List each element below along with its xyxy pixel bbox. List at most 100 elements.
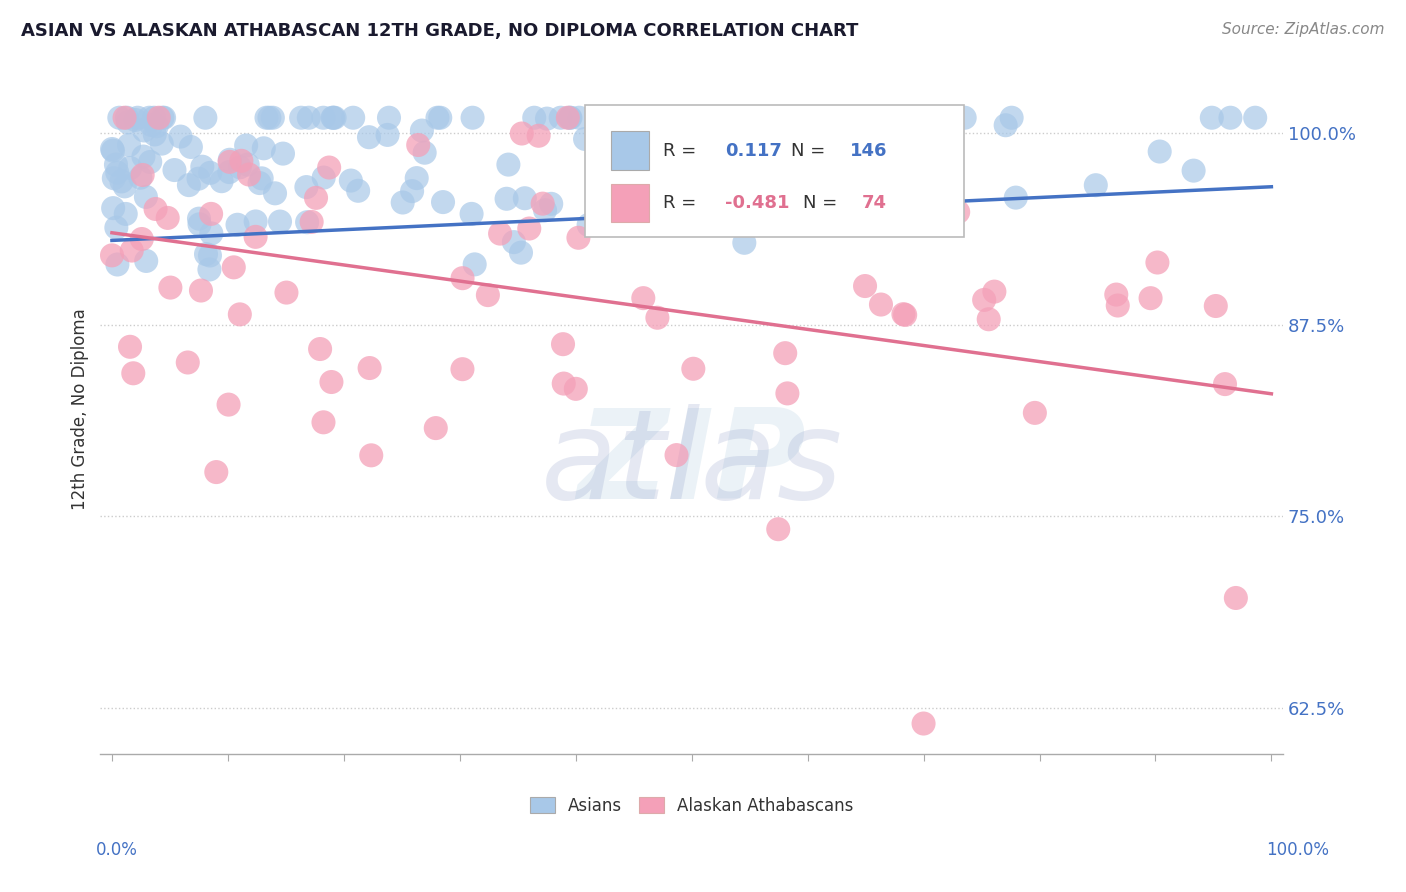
Point [893, 307, 915, 321]
Point [1084, 178, 1107, 193]
Point [406, 138, 429, 153]
Point [101, 144, 124, 158]
Point [104, 158, 127, 172]
Point [773, 346, 796, 360]
Point [616, 178, 638, 193]
Point [342, 111, 364, 125]
Point [200, 207, 222, 221]
Point [1182, 163, 1205, 178]
Text: -0.481: -0.481 [724, 194, 789, 212]
Point [665, 448, 688, 462]
Point [211, 174, 233, 188]
Point [1052, 793, 1074, 807]
Point [432, 195, 454, 210]
Point [644, 111, 666, 125]
Point [218, 398, 240, 412]
Point [259, 111, 281, 125]
Point [378, 111, 401, 125]
Point [163, 163, 186, 178]
Point [568, 111, 591, 125]
Point [651, 132, 673, 146]
Point [621, 162, 644, 177]
Point [489, 227, 512, 241]
FancyBboxPatch shape [585, 105, 963, 236]
Text: N =: N = [792, 142, 831, 160]
Point [122, 366, 145, 380]
Point [121, 244, 143, 258]
Point [218, 165, 240, 179]
Point [713, 181, 735, 195]
Text: 0.117: 0.117 [724, 142, 782, 160]
Point [159, 280, 181, 294]
Point [523, 111, 546, 125]
Point [731, 173, 754, 187]
Point [866, 111, 889, 125]
Point [565, 382, 588, 396]
Point [451, 271, 474, 285]
Point [754, 111, 776, 125]
Point [685, 132, 707, 146]
Point [928, 163, 950, 178]
Y-axis label: 12th Grade, No Diploma: 12th Grade, No Diploma [72, 309, 89, 510]
Point [139, 155, 162, 169]
Point [117, 115, 139, 129]
Point [187, 171, 209, 186]
Point [114, 179, 136, 194]
Point [953, 111, 976, 125]
Point [262, 111, 284, 125]
Point [124, 112, 146, 127]
Point [114, 207, 136, 221]
Point [1149, 145, 1171, 159]
Point [256, 111, 278, 125]
Point [132, 123, 155, 137]
Point [665, 207, 688, 221]
Point [973, 293, 995, 307]
Point [312, 170, 335, 185]
Point [429, 111, 451, 125]
Point [245, 230, 267, 244]
Point [413, 145, 436, 160]
Point [853, 279, 876, 293]
Point [101, 201, 124, 215]
Point [946, 205, 969, 219]
Point [377, 128, 399, 142]
Point [194, 111, 217, 125]
Text: 100.0%: 100.0% [1265, 840, 1329, 858]
Point [602, 190, 624, 204]
Point [205, 465, 228, 479]
Point [560, 111, 582, 125]
Point [994, 118, 1017, 132]
Point [810, 129, 832, 144]
Point [527, 128, 550, 143]
Point [731, 111, 754, 125]
Point [502, 235, 524, 249]
Point [298, 111, 321, 125]
Point [108, 111, 131, 125]
Point [1205, 299, 1227, 313]
Point [200, 227, 222, 241]
Point [218, 154, 240, 169]
Point [115, 111, 138, 125]
Point [359, 361, 381, 376]
Point [127, 111, 149, 125]
Point [105, 220, 128, 235]
Point [498, 158, 520, 172]
Point [145, 202, 167, 216]
Text: R =: R = [664, 194, 702, 212]
Point [103, 171, 125, 186]
Point [1107, 299, 1129, 313]
Point [271, 146, 294, 161]
Text: 146: 146 [851, 142, 887, 160]
Point [894, 308, 917, 322]
Point [540, 197, 562, 211]
Point [1244, 111, 1267, 125]
Point [776, 386, 799, 401]
Point [658, 174, 681, 188]
Point [253, 141, 276, 155]
Point [534, 203, 557, 218]
Point [250, 171, 273, 186]
Point [848, 123, 870, 137]
Point [517, 221, 540, 235]
Point [191, 160, 214, 174]
Point [200, 166, 222, 180]
